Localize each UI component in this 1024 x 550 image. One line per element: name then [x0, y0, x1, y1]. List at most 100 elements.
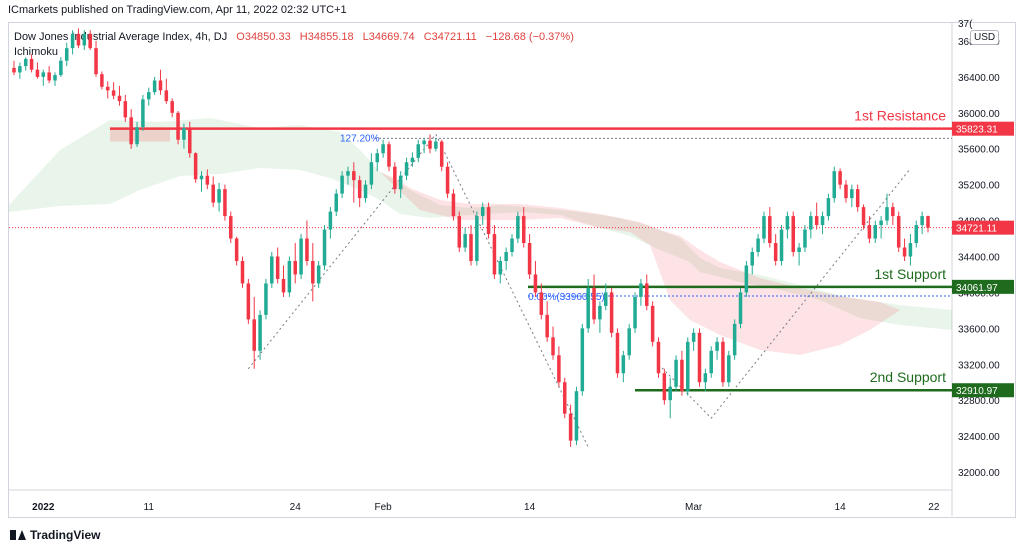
candle-body — [486, 207, 491, 235]
candle-body — [510, 238, 514, 253]
time-tick-label: 11 — [144, 502, 155, 513]
candle-body — [451, 193, 456, 217]
candle-body — [627, 328, 631, 356]
tradingview-footer: TradingView — [10, 528, 100, 542]
price-tick-label: 36400.00 — [958, 73, 1000, 84]
candle-body — [410, 157, 415, 163]
currency-button[interactable]: USD — [970, 30, 1000, 45]
candle-body — [223, 189, 227, 217]
candle-body — [797, 247, 801, 253]
candle-body — [18, 66, 22, 73]
candle-body — [914, 225, 919, 244]
open-value: O34850.33 — [236, 31, 291, 43]
candle-body — [363, 184, 368, 199]
candle-body — [475, 216, 479, 261]
candle-body — [791, 216, 796, 253]
time-tick-label: 14 — [524, 502, 536, 513]
candle-body — [926, 216, 930, 228]
candle-body — [23, 58, 28, 67]
level-price-tag — [952, 279, 1014, 294]
candle-body — [275, 256, 280, 279]
candle-body — [562, 382, 567, 414]
candle-body — [703, 373, 708, 383]
candle-body — [850, 189, 854, 199]
ichimoku-cloud-bullish — [9, 118, 952, 330]
level-label: 1st Resistance — [854, 108, 946, 124]
level-price-tag-text: 34061.97 — [956, 283, 998, 294]
candle-body — [299, 238, 303, 275]
candle-body — [229, 216, 233, 239]
tradingview-logo-icon — [10, 530, 26, 540]
candle-body — [35, 69, 40, 77]
level-price-tag — [952, 383, 1014, 398]
candle-body — [756, 238, 760, 253]
candle-body — [492, 234, 497, 275]
candle-body — [53, 75, 57, 81]
indicator-label[interactable]: Ichimoku — [14, 46, 59, 58]
candle-body — [117, 95, 122, 102]
price-tick-label: 34400.00 — [958, 253, 1000, 264]
candle-body — [252, 319, 256, 351]
candle-body — [621, 355, 626, 374]
candle-body — [41, 72, 46, 77]
low-value: L34669.74 — [362, 31, 415, 43]
candle-body — [357, 180, 362, 199]
candle-body — [732, 323, 737, 356]
candle-body — [176, 112, 180, 140]
candle-body — [305, 238, 309, 261]
candle-body — [205, 175, 210, 185]
candle-body — [873, 225, 878, 239]
candle-body — [316, 265, 321, 284]
candle-body — [750, 252, 754, 266]
candle-body — [715, 341, 719, 351]
candle-body — [551, 337, 555, 356]
candle-body — [340, 175, 344, 194]
current-price-tag — [952, 220, 1014, 235]
candle-body — [668, 386, 672, 401]
candle-body — [381, 144, 385, 154]
candle-body — [645, 283, 649, 306]
candle-body — [105, 86, 110, 91]
symbol-title[interactable]: Dow Jones Industrial Average Index, 4h, … — [14, 31, 228, 43]
candle-body — [393, 166, 397, 190]
current-price-tag-text: 34721.11 — [956, 224, 997, 235]
candle-body — [258, 314, 262, 351]
candle-body — [211, 184, 215, 203]
price-tick-label: 35600.00 — [958, 145, 1000, 156]
level-price-tag-text: 32910.97 — [956, 386, 998, 397]
candle-body — [29, 58, 34, 70]
candle-body — [545, 314, 549, 338]
candle-body — [422, 140, 426, 145]
candle-body — [691, 332, 696, 342]
level-label: 1st Support — [874, 266, 946, 282]
candle-body — [785, 216, 790, 230]
candle-body — [311, 260, 315, 284]
candle-body — [680, 359, 684, 392]
candle-body — [738, 292, 743, 324]
candle-body — [334, 193, 339, 212]
candle-body — [762, 216, 766, 239]
candle-body — [146, 92, 151, 100]
candle-body — [170, 101, 174, 113]
candle-body — [504, 252, 508, 261]
time-tick-label: Mar — [685, 502, 703, 513]
candle-body — [199, 175, 204, 180]
candle-body — [773, 243, 778, 261]
candle-body — [94, 48, 98, 75]
candle-body — [779, 229, 784, 261]
candle-body — [369, 162, 374, 185]
candle-body — [891, 207, 895, 217]
fib-label: 0.00%(33960.55) — [528, 292, 605, 303]
publisher-note: ICmarkets published on TradingView.com, … — [8, 4, 347, 16]
price-tick-label: 33200.00 — [958, 360, 1000, 371]
candle-body — [662, 373, 667, 401]
candle-body — [838, 171, 842, 185]
candle-body — [498, 260, 503, 275]
price-tick-label: 34000.00 — [958, 288, 1000, 299]
candle-body — [803, 229, 807, 248]
time-tick-label: 22 — [928, 502, 940, 513]
candle-body — [293, 260, 297, 275]
candle-body — [270, 256, 274, 284]
candle-body — [158, 80, 163, 91]
